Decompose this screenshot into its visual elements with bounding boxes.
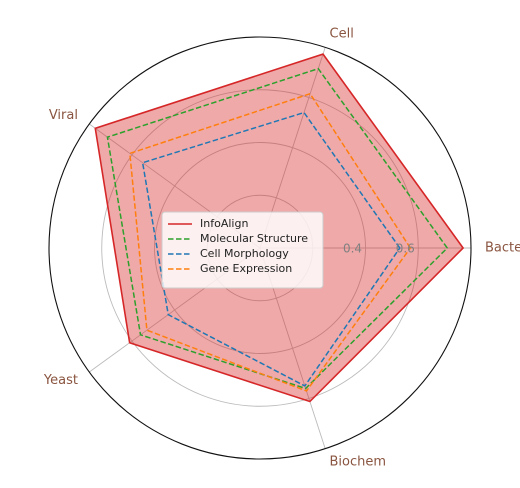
series-line-molecular-structure — [106, 67, 449, 390]
category-label-viral: Viral — [49, 108, 78, 123]
category-label-bacterial: Bacterial — [485, 241, 520, 256]
legend-label-molecular-structure: Molecular Structure — [200, 232, 308, 245]
category-label-biochem: Biochem — [330, 454, 387, 469]
legend: InfoAlign Molecular Structure Cell Morphol… — [161, 211, 324, 289]
legend-label-infoalign: InfoAlign — [200, 217, 248, 230]
tick-labels: 0.4 0.6 — [343, 242, 415, 256]
grid-ring — [154, 142, 366, 354]
grid-ring — [101, 89, 419, 407]
tick-label-0-6: 0.6 — [396, 242, 415, 256]
outer-frame — [48, 36, 472, 460]
tick-label-0-4: 0.4 — [343, 242, 362, 256]
category-label-cell: Cell — [330, 27, 354, 42]
category-labels: Bacterial Cell Viral Yeast Biochem — [43, 27, 520, 470]
legend-frame — [161, 211, 324, 289]
legend-label-cell-morphology: Cell Morphology — [200, 247, 289, 260]
category-label-yeast: Yeast — [43, 373, 78, 388]
series-line-gene-expression — [129, 92, 412, 392]
series-line-infoalign — [94, 53, 465, 403]
legend-label-gene-expression: Gene Expression — [200, 262, 292, 275]
series-line-cell-morphology — [141, 111, 401, 387]
